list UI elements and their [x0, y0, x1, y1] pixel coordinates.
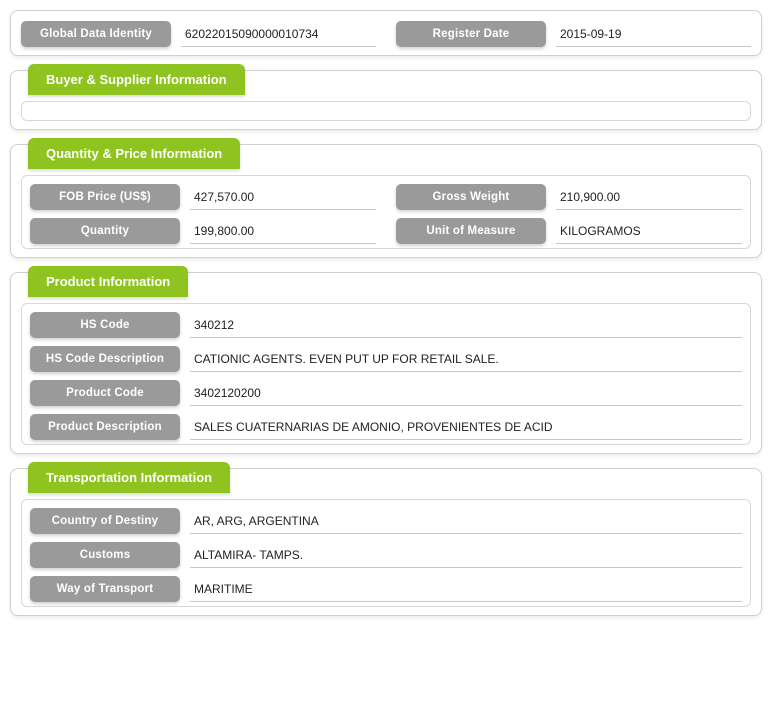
product-code-cell: Product Code 3402120200 — [30, 380, 742, 406]
country-destiny-cell: Country of Destiny AR, ARG, ARGENTINA — [30, 508, 742, 534]
customs-label: Customs — [30, 542, 180, 568]
hs-code-desc-label: HS Code Description — [30, 346, 180, 372]
hs-code-desc-value: CATIONIC AGENTS. EVEN PUT UP FOR RETAIL … — [190, 346, 742, 372]
global-data-identity-cell: Global Data Identity 6202201509000001073… — [21, 21, 376, 47]
buyer-supplier-panel: Buyer & Supplier Information — [10, 70, 762, 130]
global-data-identity-value: 62022015090000010734 — [181, 21, 376, 47]
product-desc-label: Product Description — [30, 414, 180, 440]
fob-price-cell: FOB Price (US$) 427,570.00 — [30, 184, 376, 210]
customs-value: ALTAMIRA- TAMPS. — [190, 542, 742, 568]
hs-code-desc-row: HS Code Description CATIONIC AGENTS. EVE… — [30, 346, 742, 372]
country-destiny-value: AR, ARG, ARGENTINA — [190, 508, 742, 534]
register-date-value: 2015-09-19 — [556, 21, 751, 47]
product-desc-value: SALES CUATERNARIAS DE AMONIO, PROVENIENT… — [190, 414, 742, 440]
product-code-label: Product Code — [30, 380, 180, 406]
identity-panel: Global Data Identity 6202201509000001073… — [10, 10, 762, 56]
country-destiny-label: Country of Destiny — [30, 508, 180, 534]
quantity-price-title: Quantity & Price Information — [28, 138, 240, 169]
unit-of-measure-value: KILOGRAMOS — [556, 218, 742, 244]
product-body: HS Code 340212 HS Code Description CATIO… — [21, 303, 751, 445]
way-transport-label: Way of Transport — [30, 576, 180, 602]
global-data-identity-label: Global Data Identity — [21, 21, 171, 47]
quantity-price-body: FOB Price (US$) 427,570.00 Gross Weight … — [21, 175, 751, 249]
fob-price-label: FOB Price (US$) — [30, 184, 180, 210]
product-desc-cell: Product Description SALES CUATERNARIAS D… — [30, 414, 742, 440]
unit-of-measure-label: Unit of Measure — [396, 218, 546, 244]
customs-row: Customs ALTAMIRA- TAMPS. — [30, 542, 742, 568]
hs-code-label: HS Code — [30, 312, 180, 338]
buyer-supplier-title: Buyer & Supplier Information — [28, 64, 245, 95]
way-transport-cell: Way of Transport MARITIME — [30, 576, 742, 602]
fob-price-value: 427,570.00 — [190, 184, 376, 210]
product-title: Product Information — [28, 266, 188, 297]
quantity-label: Quantity — [30, 218, 180, 244]
gross-weight-value: 210,900.00 — [556, 184, 742, 210]
buyer-supplier-body — [21, 101, 751, 121]
product-panel: Product Information HS Code 340212 HS Co… — [10, 272, 762, 454]
quantity-value: 199,800.00 — [190, 218, 376, 244]
qp-row-1: FOB Price (US$) 427,570.00 Gross Weight … — [30, 184, 742, 210]
transportation-body: Country of Destiny AR, ARG, ARGENTINA Cu… — [21, 499, 751, 607]
qp-row-2: Quantity 199,800.00 Unit of Measure KILO… — [30, 218, 742, 244]
identity-row: Global Data Identity 6202201509000001073… — [21, 21, 751, 47]
way-transport-value: MARITIME — [190, 576, 742, 602]
register-date-label: Register Date — [396, 21, 546, 47]
quantity-price-panel: Quantity & Price Information FOB Price (… — [10, 144, 762, 258]
hs-code-row: HS Code 340212 — [30, 312, 742, 338]
gross-weight-cell: Gross Weight 210,900.00 — [396, 184, 742, 210]
customs-cell: Customs ALTAMIRA- TAMPS. — [30, 542, 742, 568]
register-date-cell: Register Date 2015-09-19 — [396, 21, 751, 47]
country-destiny-row: Country of Destiny AR, ARG, ARGENTINA — [30, 508, 742, 534]
unit-of-measure-cell: Unit of Measure KILOGRAMOS — [396, 218, 742, 244]
hs-code-cell: HS Code 340212 — [30, 312, 742, 338]
quantity-cell: Quantity 199,800.00 — [30, 218, 376, 244]
transportation-panel: Transportation Information Country of De… — [10, 468, 762, 616]
gross-weight-label: Gross Weight — [396, 184, 546, 210]
hs-code-desc-cell: HS Code Description CATIONIC AGENTS. EVE… — [30, 346, 742, 372]
product-code-row: Product Code 3402120200 — [30, 380, 742, 406]
transportation-title: Transportation Information — [28, 462, 230, 493]
way-transport-row: Way of Transport MARITIME — [30, 576, 742, 602]
product-code-value: 3402120200 — [190, 380, 742, 406]
product-desc-row: Product Description SALES CUATERNARIAS D… — [30, 414, 742, 440]
hs-code-value: 340212 — [190, 312, 742, 338]
